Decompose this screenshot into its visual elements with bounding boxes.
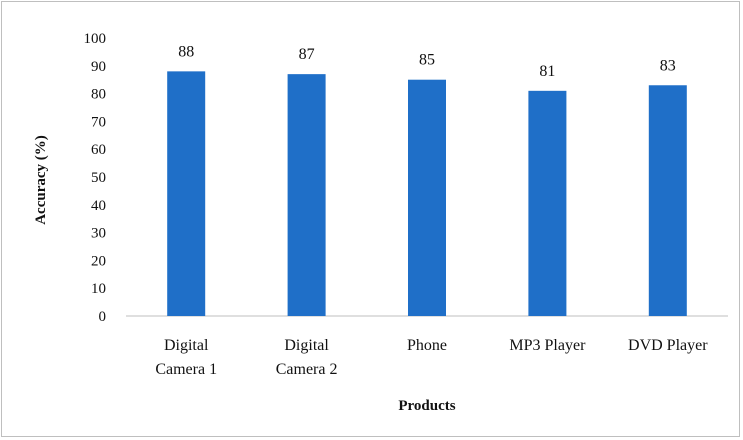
- category-label: Digital: [164, 337, 209, 354]
- data-label: 81: [539, 63, 555, 80]
- y-tick-label: 0: [99, 309, 107, 325]
- category-label: Camera 2: [276, 361, 338, 378]
- bars: [167, 71, 687, 316]
- y-axis-ticks: 0 10 20 30 40 50 60 70 80 90 100: [84, 31, 107, 325]
- data-labels: 88 87 85 81 83: [178, 43, 676, 79]
- y-tick-label: 30: [91, 226, 106, 242]
- category-labels: Digital Camera 1 Digital Camera 2 Phone MP3 P…: [155, 337, 708, 378]
- data-label: 88: [178, 43, 194, 60]
- category-label: MP3 Player: [509, 337, 586, 354]
- data-label: 87: [299, 46, 315, 63]
- y-tick-label: 60: [91, 142, 106, 158]
- bar: [287, 74, 326, 316]
- y-axis-title: Accuracy (%): [33, 135, 49, 225]
- data-label: 85: [419, 52, 435, 69]
- category-label: Camera 1: [155, 361, 217, 378]
- y-tick-label: 90: [91, 59, 106, 75]
- data-label: 83: [660, 57, 676, 74]
- x-axis-title: Products: [398, 398, 455, 414]
- bar: [528, 90, 567, 316]
- y-tick-label: 20: [91, 253, 106, 269]
- y-tick-label: 40: [91, 198, 106, 214]
- bar: [167, 71, 206, 316]
- bar: [648, 85, 687, 316]
- bar: [408, 79, 446, 316]
- category-label: DVD Player: [628, 337, 708, 354]
- category-label: Digital: [284, 337, 329, 354]
- y-tick-label: 50: [91, 170, 106, 186]
- category-label: Phone: [407, 337, 447, 354]
- y-tick-label: 80: [91, 87, 106, 103]
- y-tick-label: 70: [91, 114, 106, 130]
- y-tick-label: 100: [84, 31, 107, 47]
- y-tick-label: 10: [91, 281, 106, 297]
